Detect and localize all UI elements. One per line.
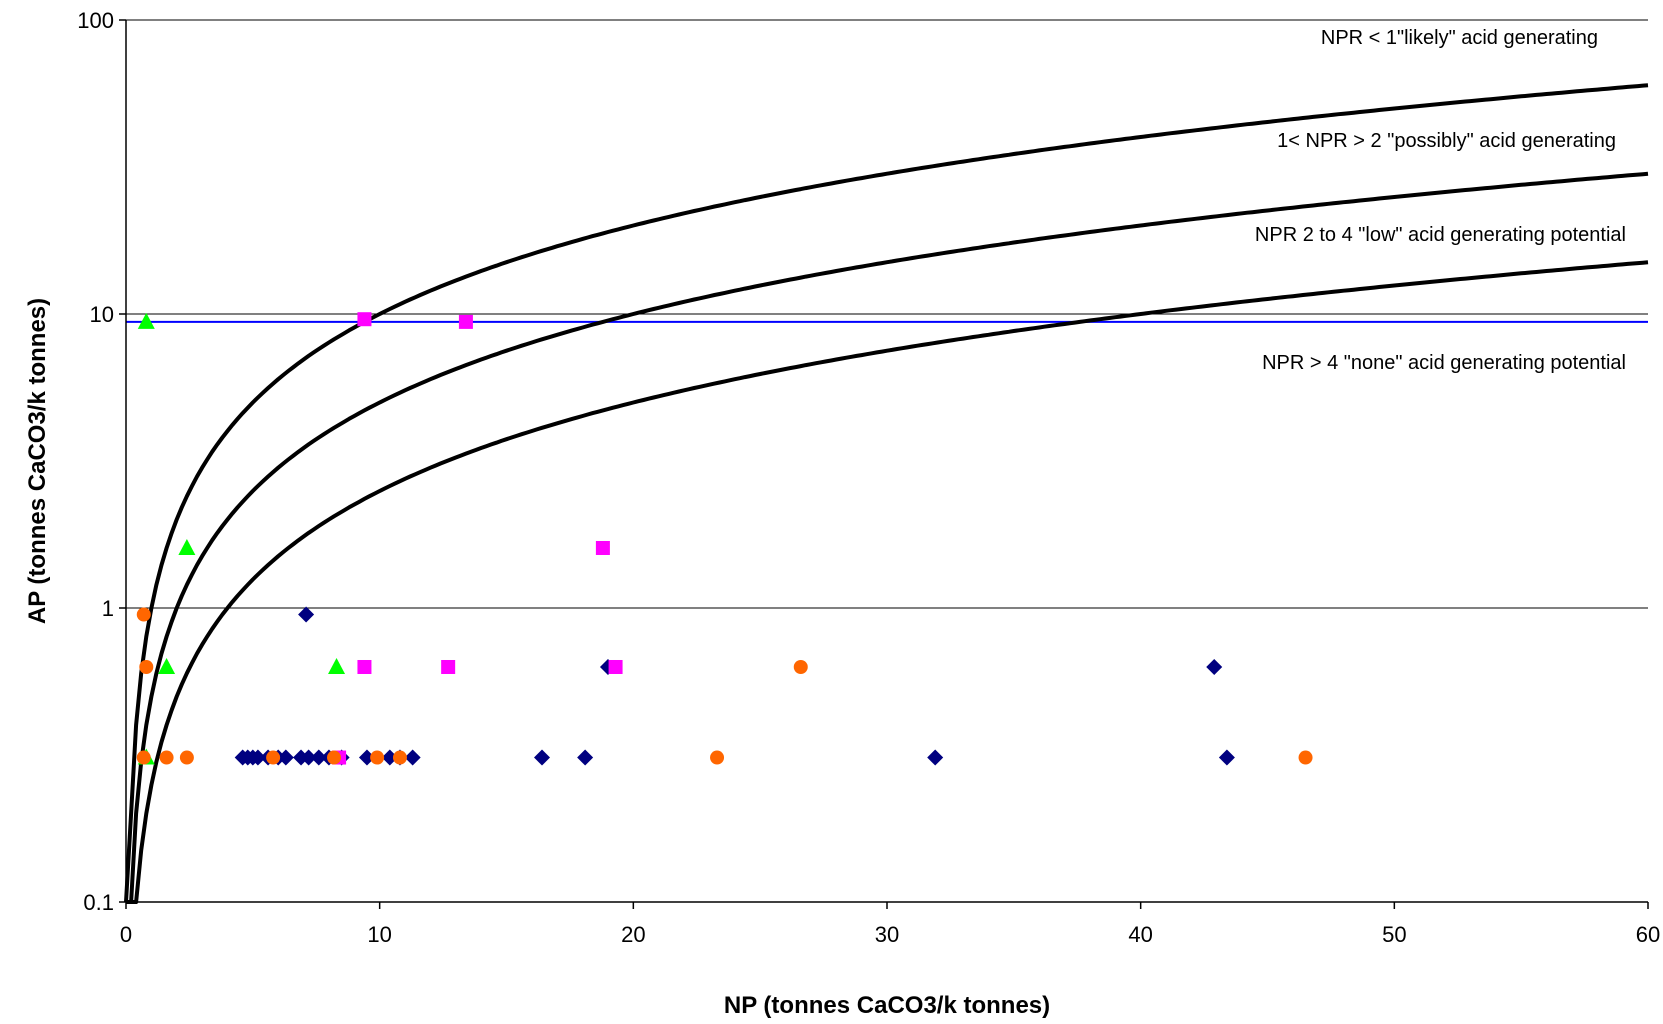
triangle-data-point bbox=[178, 538, 196, 555]
square-data-point bbox=[458, 314, 473, 329]
circle-data-point bbox=[179, 750, 194, 765]
y-tick-label: 10 bbox=[90, 302, 114, 327]
square-data-point bbox=[357, 659, 372, 674]
diamond-data-point bbox=[310, 749, 327, 766]
square-data-point bbox=[357, 312, 372, 327]
x-tick-label: 0 bbox=[120, 922, 132, 947]
annotation-npr-possibly: 1< NPR > 2 "possibly" acid generating bbox=[1277, 130, 1616, 152]
npr-curves bbox=[124, 83, 1649, 904]
x-axis-title: NP (tonnes CaCO3/k tonnes) bbox=[724, 992, 1050, 1019]
square-data-point bbox=[595, 540, 610, 555]
diamond-data-point bbox=[300, 749, 317, 766]
x-tick-label: 40 bbox=[1128, 922, 1152, 947]
diamond-data-point bbox=[927, 749, 944, 766]
annotation-npr-none: NPR > 4 "none" acid generating potential bbox=[1262, 352, 1626, 374]
square-data-point bbox=[608, 659, 623, 674]
tick-labels: 0.1 1 10 100 0 10 20 30 40 50 60 bbox=[77, 8, 1660, 947]
y-tick-label: 100 bbox=[77, 8, 114, 33]
triangle-data-point bbox=[158, 657, 176, 674]
x-tick-label: 60 bbox=[1636, 922, 1660, 947]
y-tick-label: 1 bbox=[102, 596, 114, 621]
circle-data-point bbox=[1298, 750, 1313, 765]
npr-curve-2 bbox=[126, 171, 1649, 904]
diamond-data-point bbox=[298, 606, 315, 623]
circle-data-point bbox=[370, 750, 385, 765]
y-axis-title: AP (tonnes CaCO3/k tonnes) bbox=[24, 298, 51, 624]
triangle-data-point bbox=[328, 657, 346, 674]
diamond-data-point bbox=[358, 749, 375, 766]
x-tick-label: 50 bbox=[1382, 922, 1406, 947]
circle-data-point bbox=[266, 750, 281, 765]
data-points bbox=[136, 312, 1313, 766]
diamond-data-point bbox=[577, 749, 594, 766]
circle-data-point bbox=[136, 750, 151, 765]
x-tick-label: 10 bbox=[367, 922, 391, 947]
diamond-data-point bbox=[404, 749, 421, 766]
diamond-data-point bbox=[249, 749, 266, 766]
diamond-data-point bbox=[1206, 658, 1223, 675]
npr-curve-4 bbox=[126, 260, 1649, 904]
diamond-data-point bbox=[381, 749, 398, 766]
npr-curve-1 bbox=[124, 83, 1649, 903]
circle-data-point bbox=[710, 750, 725, 765]
x-tick-label: 20 bbox=[621, 922, 645, 947]
diamond-data-point bbox=[1218, 749, 1235, 766]
circle-data-point bbox=[136, 607, 151, 622]
circle-data-point bbox=[793, 659, 808, 674]
circle-data-point bbox=[159, 750, 174, 765]
diamond-data-point bbox=[277, 749, 294, 766]
annotation-npr-likely: NPR < 1"likely" acid generating bbox=[1321, 27, 1598, 49]
circle-data-point bbox=[392, 750, 407, 765]
circle-data-point bbox=[139, 659, 154, 674]
square-data-point bbox=[441, 659, 456, 674]
triangle-data-point bbox=[137, 312, 155, 329]
diamond-data-point bbox=[534, 749, 551, 766]
y-tick-label: 0.1 bbox=[83, 890, 114, 915]
x-tick-label: 30 bbox=[875, 922, 899, 947]
circle-data-point bbox=[327, 750, 342, 765]
annotation-npr-low: NPR 2 to 4 "low" acid generating potenti… bbox=[1255, 224, 1626, 246]
